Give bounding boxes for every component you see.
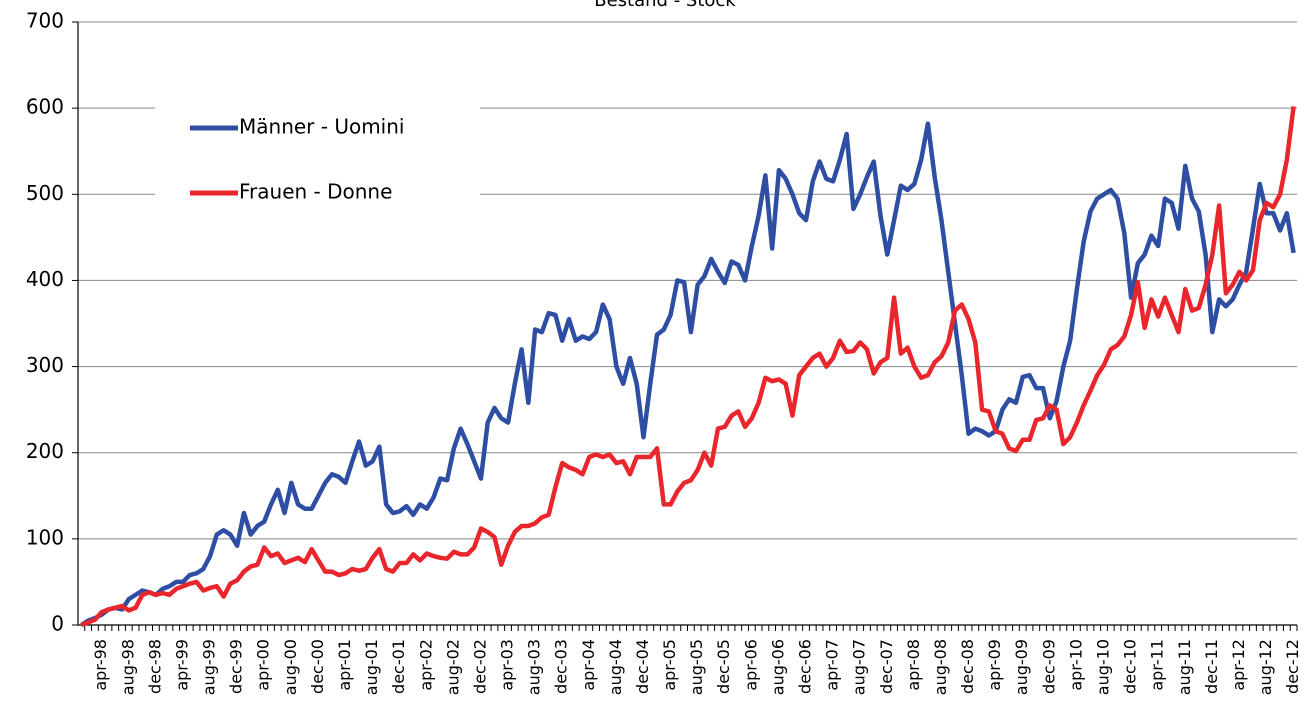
x-tick-label: apr-05 — [660, 639, 679, 691]
x-tick-label: dec-05 — [714, 639, 733, 694]
x-tick-label: aug-98 — [118, 639, 137, 695]
y-tick-label: 300 — [26, 353, 64, 377]
x-tick-label: apr-10 — [1066, 639, 1085, 691]
legend-box — [155, 86, 480, 241]
y-tick-label: 100 — [26, 525, 64, 549]
x-tick-label: apr-12 — [1229, 639, 1248, 691]
x-tick-label: aug-05 — [687, 639, 706, 695]
x-tick-label: dec-99 — [227, 639, 246, 694]
legend-label: Frauen - Donne — [239, 180, 392, 204]
x-tick-label: dec-04 — [633, 639, 652, 694]
series-line — [80, 121, 1296, 627]
x-tick-label: aug-04 — [606, 639, 625, 695]
x-tick-label: dec-98 — [145, 639, 164, 694]
y-tick-label: 600 — [26, 95, 64, 119]
x-tick-label: dec-07 — [877, 639, 896, 694]
x-tick-label: apr-03 — [498, 639, 517, 691]
x-tick-label: aug-09 — [1012, 639, 1031, 695]
x-tick-label: apr-09 — [985, 639, 1004, 691]
x-tick-label: apr-00 — [254, 639, 273, 691]
x-tick-label: aug-99 — [200, 639, 219, 695]
x-tick-label: apr-98 — [91, 639, 110, 691]
x-tick-label: aug-02 — [443, 639, 462, 695]
x-tick-label: aug-11 — [1175, 639, 1194, 695]
chart-title: Bestand - Stock — [594, 0, 736, 11]
x-tick-label: aug-07 — [850, 639, 869, 695]
x-tick-label: dec-06 — [796, 639, 815, 694]
x-tick-label: dec-10 — [1121, 639, 1140, 694]
x-tick-label: dec-11 — [1202, 639, 1221, 694]
x-tick-label: apr-01 — [335, 639, 354, 691]
x-tick-label: dec-12 — [1283, 639, 1302, 694]
x-tick-label: aug-03 — [525, 639, 544, 695]
x-tick-label: aug-10 — [1093, 639, 1112, 695]
x-tick-label: dec-02 — [470, 639, 489, 694]
x-tick-label: aug-00 — [281, 639, 300, 695]
x-tick-label: dec-01 — [389, 639, 408, 694]
x-tick-label: apr-04 — [579, 639, 598, 691]
x-tick-label: apr-99 — [172, 639, 191, 691]
x-tick-label: dec-08 — [958, 639, 977, 694]
x-tick-label: aug-06 — [768, 639, 787, 695]
y-tick-label: 0 — [51, 612, 64, 636]
y-tick-label: 200 — [26, 439, 64, 463]
x-tick-label: dec-03 — [552, 639, 571, 694]
x-tick-label: aug-01 — [362, 639, 381, 695]
y-tick-label: 500 — [26, 181, 64, 205]
y-tick-label: 700 — [26, 9, 64, 33]
x-tick-label: apr-06 — [741, 639, 760, 691]
legend-label: Männer - Uomini — [239, 115, 404, 139]
y-tick-label: 400 — [26, 267, 64, 291]
x-tick-label: apr-07 — [823, 639, 842, 691]
x-tick-label: aug-08 — [931, 639, 950, 695]
x-tick-label: apr-02 — [416, 639, 435, 691]
x-tick-label: aug-12 — [1256, 639, 1275, 695]
x-tick-label: dec-00 — [308, 639, 327, 694]
x-tick-label: apr-08 — [904, 639, 923, 691]
x-tick-label: dec-09 — [1039, 639, 1058, 694]
series-line — [80, 106, 1296, 628]
x-tick-label: apr-11 — [1148, 639, 1167, 691]
